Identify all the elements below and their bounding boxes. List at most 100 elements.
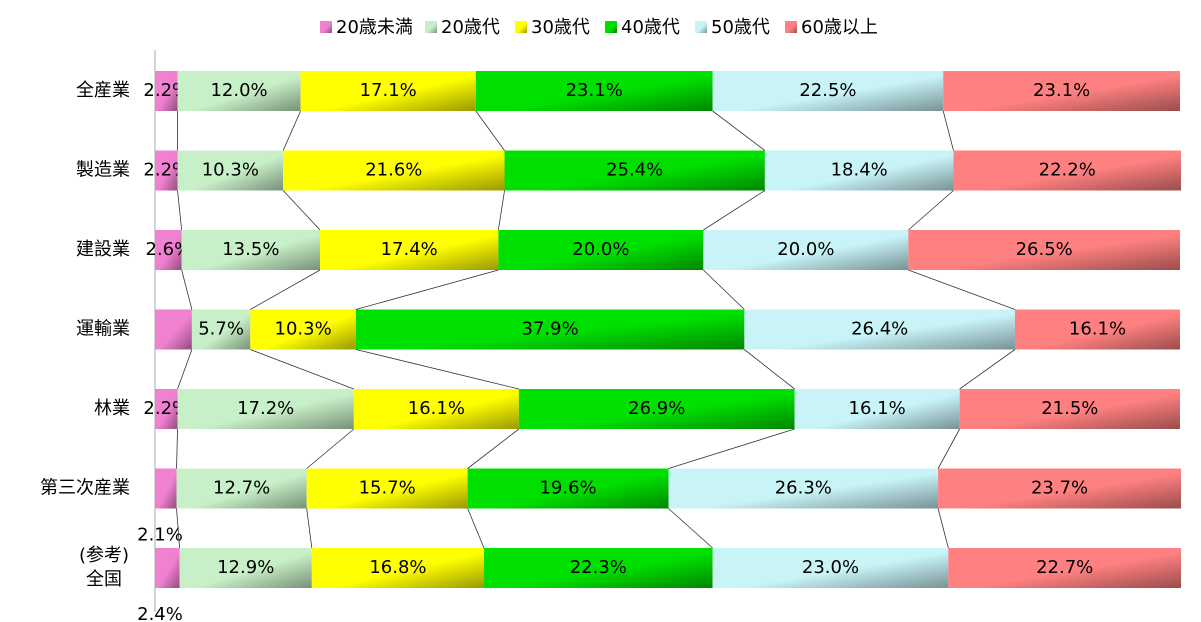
bar-segment (250, 309, 356, 350)
data-label: 17.4% (381, 239, 438, 260)
legend-label: 60歳以上 (801, 17, 878, 38)
series-line (176, 508, 180, 549)
category-label: (参考)全国 (79, 545, 129, 590)
series-line (282, 110, 301, 151)
legend-swatch (785, 21, 797, 33)
data-label: 12.7% (213, 478, 270, 499)
data-label: 23.1% (1033, 80, 1090, 101)
data-label: 22.5% (799, 80, 856, 101)
series-line (475, 110, 505, 151)
data-label: 2.6% (145, 239, 191, 260)
bar-segment (177, 71, 301, 111)
bar-segment (498, 230, 704, 270)
legend-label: 20歳代 (441, 17, 500, 38)
legend-swatch (320, 21, 332, 33)
legend-label: 30歳代 (531, 17, 590, 38)
data-label: 12.0% (210, 80, 267, 101)
category-label: 林業 (94, 398, 130, 419)
category-label: 運輸業 (76, 319, 130, 340)
data-label: 16.1% (849, 398, 906, 419)
bar-segment (668, 468, 939, 509)
series-line (306, 428, 355, 469)
category-label: 建設業 (76, 239, 130, 260)
bar-segment (306, 468, 468, 509)
series-line (937, 428, 960, 469)
legend-swatch (605, 21, 617, 33)
legend-label: 40歳代 (621, 17, 680, 38)
data-label: 25.4% (606, 160, 663, 181)
bar-segment (475, 71, 713, 111)
data-label: 13.5% (222, 239, 279, 260)
series-line (908, 269, 1016, 310)
series-line (942, 110, 954, 151)
data-label: 22.7% (1036, 557, 1093, 578)
series-line (668, 508, 713, 549)
bar-segment (176, 468, 307, 509)
series-line (703, 269, 745, 310)
bar-segment (948, 548, 1182, 588)
bar-segment (177, 389, 354, 429)
series-line (250, 349, 354, 390)
data-label: 37.9% (522, 319, 579, 340)
bar-segment (283, 150, 505, 191)
series-line (282, 190, 321, 231)
bar-segment (353, 389, 519, 429)
bar-segment (155, 548, 180, 588)
bar-segment (518, 389, 795, 429)
bar-segment (959, 389, 1180, 429)
legend-swatch (695, 21, 707, 33)
bar-segment (943, 71, 1180, 111)
bar-segment (311, 548, 485, 588)
bar-segment (1014, 309, 1180, 350)
category-label: 製造業 (76, 160, 130, 181)
data-label: 10.3% (275, 319, 332, 340)
series-line (306, 508, 313, 549)
series-line (959, 349, 1016, 390)
legend-swatch (515, 21, 527, 33)
data-label: 10.3% (202, 160, 259, 181)
legend-swatch (425, 21, 437, 33)
bar-segment (953, 150, 1182, 191)
series-line (467, 508, 485, 549)
data-label: 26.9% (628, 398, 685, 419)
series-line (181, 269, 193, 310)
series-line (355, 349, 519, 390)
data-label: 5.7% (198, 319, 244, 340)
data-label: 23.1% (566, 80, 623, 101)
bar-segment (712, 71, 944, 111)
legend-label: 50歳代 (711, 17, 770, 38)
data-label: 16.1% (1069, 319, 1126, 340)
data-label: 16.1% (408, 398, 465, 419)
bar-segment (908, 230, 1180, 270)
bar-segment (179, 548, 312, 588)
data-label: 20.0% (572, 239, 629, 260)
data-label: 12.9% (217, 557, 274, 578)
bar-segment (155, 71, 178, 111)
data-label: 23.0% (802, 557, 859, 578)
bar-segment (155, 389, 178, 429)
bar-segment (484, 548, 713, 588)
category-label: 第三次産業 (40, 478, 130, 499)
bar-segment (177, 150, 284, 191)
bar-segment (504, 150, 765, 191)
series-line (908, 190, 954, 231)
data-label: 16.8% (369, 557, 426, 578)
data-label: 26.3% (775, 478, 832, 499)
bar-segment (181, 230, 321, 270)
series-line (176, 428, 178, 469)
bar-segment (191, 309, 251, 350)
bar-segment (155, 150, 178, 191)
bar-segment (467, 468, 669, 509)
bar-segment (155, 309, 192, 350)
series-line (177, 349, 193, 390)
bar-segment (712, 548, 949, 588)
bar-segment (938, 468, 1182, 509)
data-label: 17.2% (237, 398, 294, 419)
series-line (467, 428, 520, 469)
bar-segment (794, 389, 960, 429)
bar-segment (155, 230, 182, 270)
bar-segment (764, 150, 954, 191)
data-label: 26.4% (851, 319, 908, 340)
data-label: 17.1% (360, 80, 417, 101)
